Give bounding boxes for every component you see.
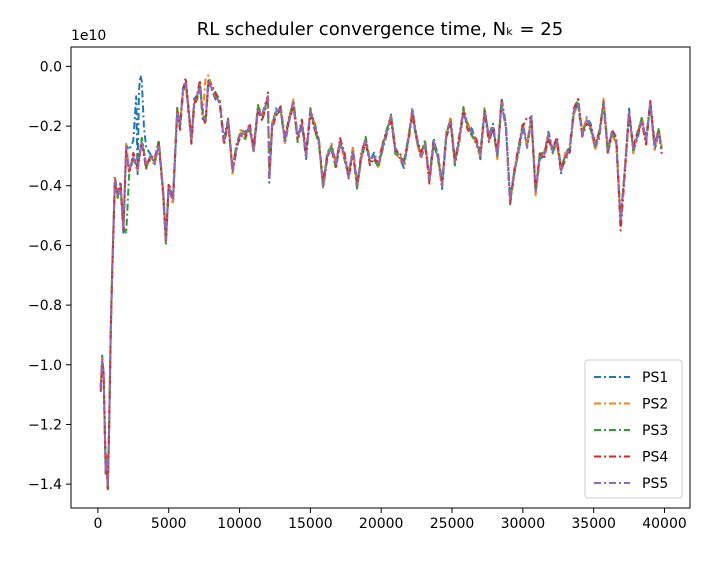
x-tick-label: 25000 xyxy=(430,516,475,532)
y-tick-label: −1.4 xyxy=(28,477,62,493)
legend: PS1 PS2 PS3 PS4 PS5 xyxy=(584,359,683,499)
series-line-ps4 xyxy=(99,76,663,490)
plot-area xyxy=(99,74,663,493)
y-tick-label: −1.2 xyxy=(28,417,62,433)
y-tick-label: −0.6 xyxy=(28,238,62,254)
y-axis: 0.0 −0.2 −0.4 −0.6 −0.8 −1.0 −1.2 −1.4 xyxy=(28,59,71,493)
legend-label-ps2: PS2 xyxy=(642,397,668,413)
y-tick-label: −0.4 xyxy=(28,179,62,195)
x-tick-label: 20000 xyxy=(359,516,404,532)
x-tick-label: 30000 xyxy=(501,516,546,532)
legend-label-ps4: PS4 xyxy=(642,450,668,466)
chart-title: RL scheduler convergence time, Nₖ = 25 xyxy=(197,19,563,40)
y-tick-label: −0.8 xyxy=(28,298,62,314)
y-tick-label: 0.0 xyxy=(40,59,62,75)
axes-frame xyxy=(70,46,691,509)
y-tick-label: −1.0 xyxy=(28,358,62,374)
legend-box xyxy=(584,359,683,499)
x-tick-label: 5000 xyxy=(151,516,187,532)
x-tick-label: 15000 xyxy=(288,516,333,532)
x-tick-label: 0 xyxy=(93,516,102,532)
x-tick-label: 10000 xyxy=(217,516,262,532)
y-tick-label: −0.2 xyxy=(28,119,62,135)
series-line-ps5 xyxy=(99,80,663,489)
x-axis: 0 5000 10000 15000 20000 25000 30000 35000 40000 xyxy=(93,508,687,532)
legend-label-ps3: PS3 xyxy=(642,423,668,439)
x-tick-label: 40000 xyxy=(642,516,687,532)
x-tick-label: 35000 xyxy=(571,516,616,532)
legend-label-ps5: PS5 xyxy=(642,476,668,492)
legend-label-ps1: PS1 xyxy=(642,370,668,386)
y-offset-label: 1e10 xyxy=(71,28,106,44)
